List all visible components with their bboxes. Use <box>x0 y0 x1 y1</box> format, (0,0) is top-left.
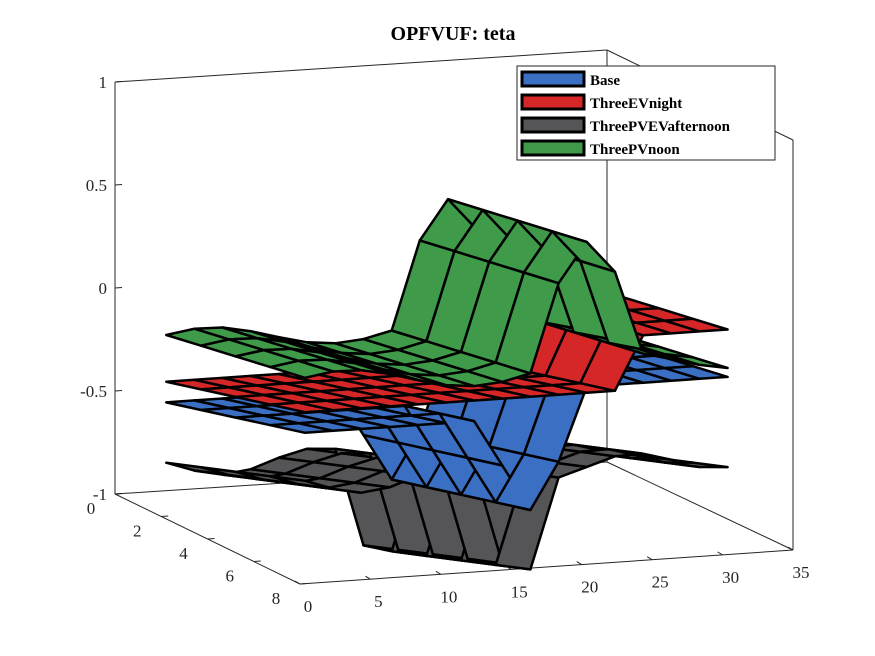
y-tick-label: 4 <box>179 544 188 563</box>
surface-patch <box>663 317 729 333</box>
z-tick-label: 1 <box>99 73 108 92</box>
x-tick-mark <box>365 575 371 580</box>
y-tick-label: 0 <box>87 499 96 518</box>
x-axis-line <box>299 549 794 585</box>
surface-patch <box>663 352 729 370</box>
box-edge-right-bottom <box>606 461 794 551</box>
y-tick-label: 8 <box>272 589 281 608</box>
y-tick-mark <box>161 515 169 517</box>
y-tick-mark <box>253 560 261 562</box>
x-tick-mark <box>646 556 653 561</box>
surface-mesh <box>165 197 729 571</box>
x-tick-label: 15 <box>511 582 528 601</box>
box-edge-back-top <box>114 49 608 83</box>
surface-layer <box>165 197 729 388</box>
x-tick-mark <box>787 546 794 551</box>
x-tick-mark <box>435 570 442 575</box>
y-tick-mark <box>114 493 123 495</box>
y-tick-mark <box>207 538 215 540</box>
z-tick-mark <box>114 81 123 83</box>
x-tick-label: 0 <box>304 597 313 616</box>
x-tick-label: 30 <box>722 568 739 587</box>
y-axis-ticks: 0 2 4 6 8 <box>87 493 308 608</box>
x-tick-mark <box>717 551 723 556</box>
z-tick-label: -0.5 <box>80 382 107 401</box>
surface-patch <box>663 364 729 381</box>
legend-label-base: Base <box>590 73 620 89</box>
z-tick-mark <box>114 287 123 289</box>
legend-label-threeevnight: ThreeEVnight <box>590 96 682 112</box>
x-tick-label: 20 <box>581 578 598 597</box>
z-axis-ticks: -1 -0.5 0 0.5 1 <box>80 73 123 504</box>
legend-swatch-base <box>520 70 586 88</box>
x-tick-mark <box>506 566 512 570</box>
legend-swatch-threeevnight <box>520 93 586 111</box>
z-tick-label: 0.5 <box>86 176 107 195</box>
z-tick-label: 0 <box>99 279 108 298</box>
x-tick-label: 25 <box>652 573 669 592</box>
z-tick-mark <box>114 390 123 392</box>
x-tick-label: 10 <box>440 587 457 606</box>
legend-swatch-threepvevafternoon <box>520 116 586 134</box>
x-axis-ticks: 0 5 10 15 20 25 30 35 <box>294 546 810 616</box>
legend: Base ThreeEVnight ThreePVEVafternoon Thr… <box>516 65 776 161</box>
chart-title: OPFVUF: teta <box>391 23 516 45</box>
x-tick-mark <box>576 561 582 566</box>
legend-label-threepvnoon: ThreePVnoon <box>590 142 680 158</box>
legend-swatch-threepvnoon <box>520 139 586 157</box>
z-tick-label: -1 <box>93 485 107 504</box>
legend-label-threepvevafternoon: ThreePVEVafternoon <box>590 119 731 135</box>
z-tick-mark <box>114 184 123 186</box>
x-tick-mark <box>294 580 301 585</box>
surface-patch <box>663 461 729 469</box>
y-tick-label: 2 <box>133 522 142 541</box>
x-tick-label: 35 <box>793 563 810 582</box>
x-tick-label: 5 <box>374 592 383 611</box>
y-tick-mark <box>299 583 308 585</box>
y-tick-label: 6 <box>226 567 235 586</box>
